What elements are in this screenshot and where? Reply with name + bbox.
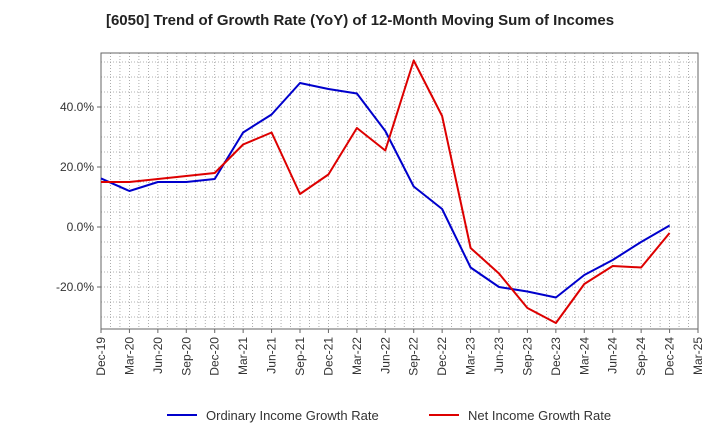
x-tick-label: Mar-22: [350, 337, 364, 375]
legend: Ordinary Income Growth Rate Net Income Gr…: [167, 408, 611, 423]
x-axis: Dec-19 Mar-20 Jun-20 Sep-20 Dec-20 Mar-21 Jun-…: [94, 329, 705, 376]
x-tick-label: Sep-22: [407, 337, 421, 376]
y-tick-label: -20.0%: [56, 280, 94, 294]
series-line-net-income: [101, 59, 671, 324]
x-tick-label: Sep-20: [179, 337, 193, 376]
x-tick-label: Dec-23: [549, 337, 563, 376]
x-tick-label: Jun-20: [151, 337, 165, 374]
x-tick-label: Sep-21: [293, 337, 307, 376]
chart-title: [6050] Trend of Growth Rate (YoY) of 12-…: [105, 12, 615, 29]
y-tick-label: 20.0%: [60, 160, 94, 174]
x-tick-label: Jun-21: [265, 337, 279, 374]
x-tick-label: Dec-21: [321, 337, 335, 376]
x-tick-label: Dec-22: [435, 337, 449, 376]
x-tick-label: Dec-20: [208, 337, 222, 376]
grid-layer: [101, 53, 698, 329]
x-tick-label: Mar-25: [691, 337, 705, 375]
x-tick-label: Sep-24: [634, 337, 648, 376]
x-tick-label: Dec-24: [663, 337, 677, 376]
y-tick-label: 40.0%: [60, 100, 94, 114]
x-tick-label: Jun-24: [606, 337, 620, 374]
x-tick-label: Jun-23: [492, 337, 506, 374]
series-line-ordinary-income: [100, 82, 671, 299]
x-tick-label: Sep-23: [520, 337, 534, 376]
y-tick-label: 0.0%: [67, 220, 95, 234]
x-tick-label: Mar-23: [464, 337, 478, 375]
x-tick-label: Mar-20: [122, 337, 136, 375]
series-layer: [100, 59, 671, 324]
legend-label-ordinary-income: Ordinary Income Growth Rate: [206, 408, 379, 423]
legend-label-net-income: Net Income Growth Rate: [468, 408, 611, 423]
x-tick-label: Dec-19: [94, 337, 108, 376]
x-tick-label: Mar-24: [577, 337, 591, 375]
y-axis: -20.0% 0.0% 20.0% 40.0%: [56, 100, 101, 294]
x-tick-label: Jun-22: [378, 337, 392, 374]
plot-frame: [100, 52, 699, 330]
x-tick-label: Mar-21: [236, 337, 250, 375]
